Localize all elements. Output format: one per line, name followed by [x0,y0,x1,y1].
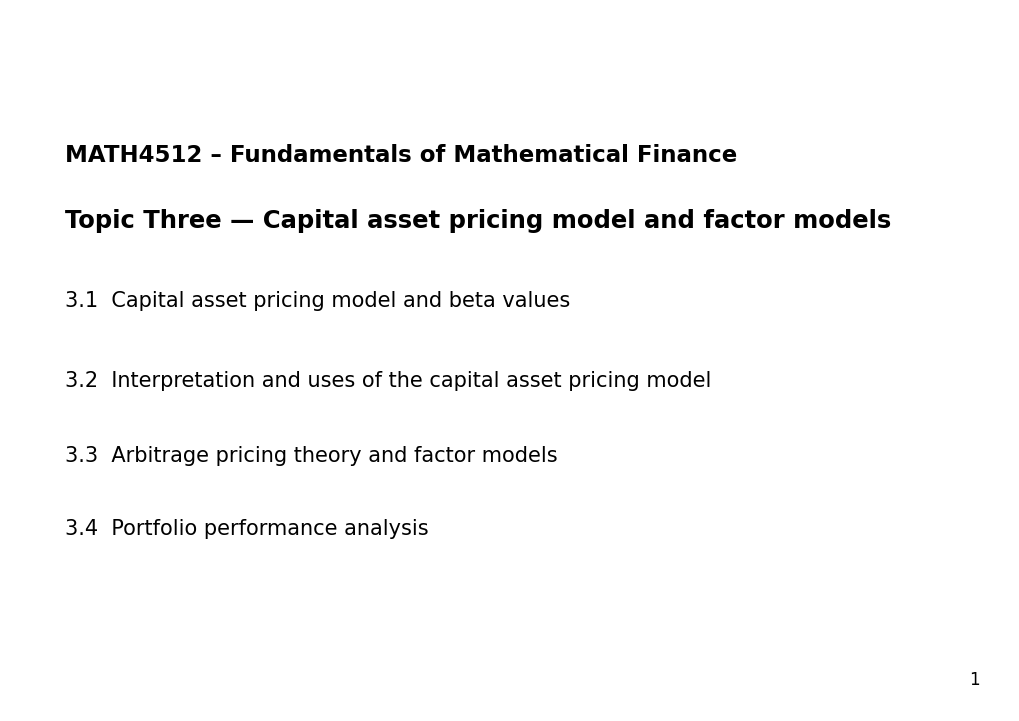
Text: Topic Three — Capital asset pricing model and factor models: Topic Three — Capital asset pricing mode… [65,209,891,233]
Text: 3.1  Capital asset pricing model and beta values: 3.1 Capital asset pricing model and beta… [65,291,570,311]
Text: 1: 1 [968,671,979,689]
Text: 3.3  Arbitrage pricing theory and factor models: 3.3 Arbitrage pricing theory and factor … [65,446,557,466]
Text: MATH4512 – Fundamentals of Mathematical Finance: MATH4512 – Fundamentals of Mathematical … [65,143,737,167]
Text: 3.2  Interpretation and uses of the capital asset pricing model: 3.2 Interpretation and uses of the capit… [65,371,710,391]
Text: 3.4  Portfolio performance analysis: 3.4 Portfolio performance analysis [65,519,428,539]
